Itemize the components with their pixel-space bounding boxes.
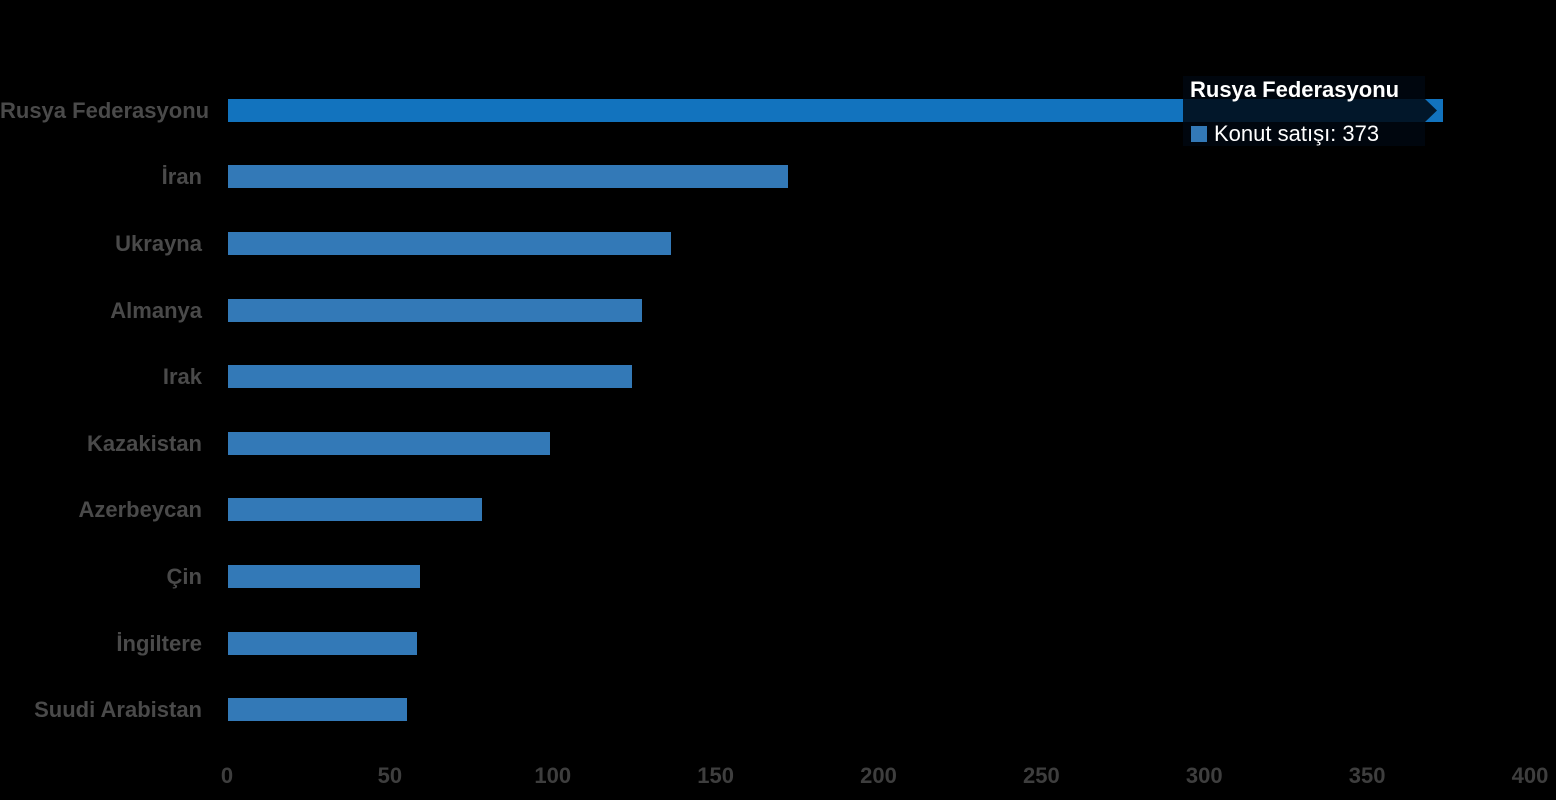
- tooltip: Rusya Federasyonu Konut satışı: 373: [1183, 76, 1437, 146]
- category-label: Çin: [166, 564, 202, 589]
- bar-4[interactable]: [228, 298, 642, 322]
- category-label: İngiltere: [116, 630, 202, 656]
- x-axis-tick-label: 50: [377, 763, 403, 788]
- x-axis-tick-label: 400: [1511, 763, 1549, 788]
- bar-6[interactable]: [228, 431, 550, 455]
- x-axis-tick-label: 250: [1023, 763, 1060, 788]
- tooltip-value-text: Konut satışı: 373: [1214, 121, 1380, 146]
- x-axis-tick-label: 300: [1185, 763, 1223, 788]
- x-axis-tick-label: 150: [697, 763, 734, 788]
- category-label: Azerbeycan: [78, 497, 202, 523]
- bar-5[interactable]: [228, 365, 632, 389]
- tooltip-value-line: Konut satışı: 373: [1191, 121, 1380, 146]
- series-marker-icon: [1191, 126, 1207, 142]
- category-label: İran: [161, 164, 202, 190]
- bar-7[interactable]: [228, 498, 482, 522]
- x-axis-tick-label: 350: [1348, 763, 1386, 788]
- category-label: Irak: [162, 364, 202, 390]
- bar-9[interactable]: [228, 631, 417, 655]
- x-axis-tick-label: 100: [534, 763, 572, 788]
- category-label: Almanya: [110, 297, 202, 323]
- bar-10[interactable]: [228, 698, 407, 722]
- x-axis-tick-label: 0: [220, 763, 234, 788]
- category-label: Rusya Federasyonu: [0, 97, 210, 123]
- category-label: Kazakistan: [87, 430, 202, 456]
- category-label: Ukrayna: [115, 231, 202, 256]
- tooltip-title: Rusya Federasyonu: [1190, 77, 1400, 102]
- bar-2[interactable]: [228, 165, 788, 189]
- bar-3[interactable]: [228, 232, 671, 255]
- bar-1[interactable]: [228, 98, 1443, 122]
- bar-8[interactable]: [228, 565, 420, 588]
- x-axis-tick-label: 200: [860, 763, 897, 788]
- category-label: Suudi Arabistan: [34, 697, 202, 723]
